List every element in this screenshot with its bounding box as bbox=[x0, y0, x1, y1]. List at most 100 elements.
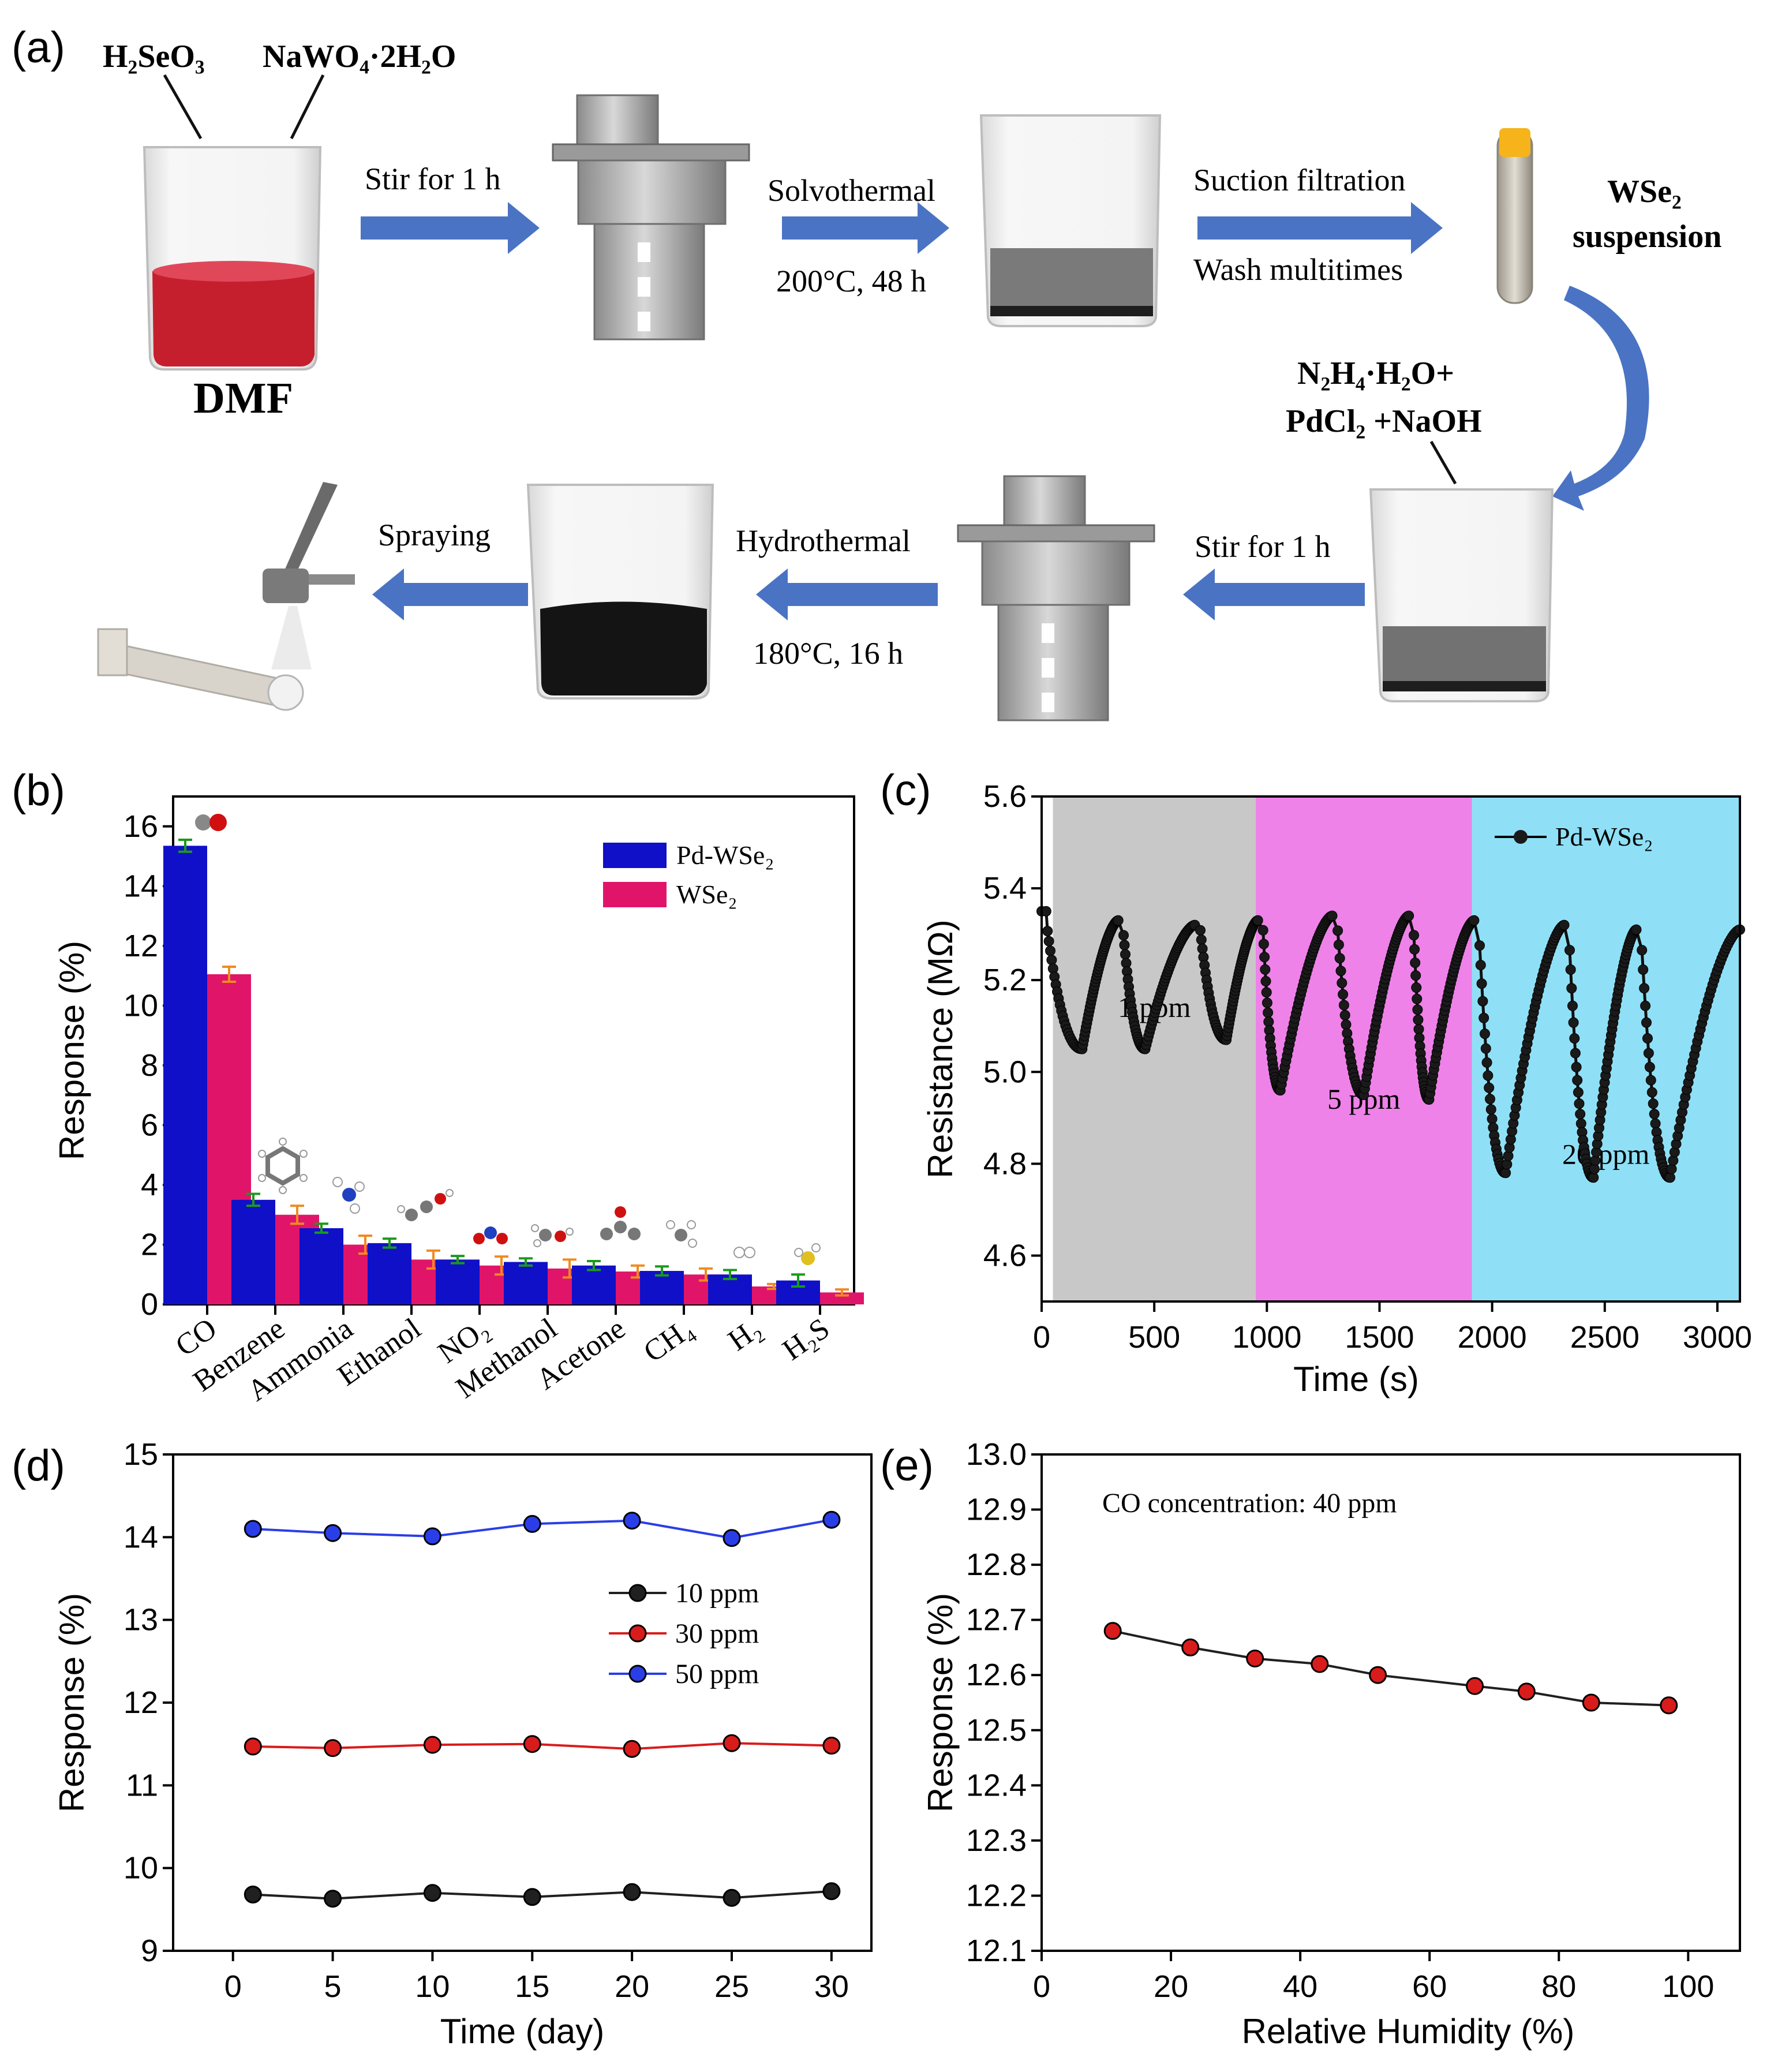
resistance-point bbox=[1565, 964, 1576, 975]
y-tick-label-b: 2 bbox=[141, 1227, 158, 1262]
x-tick-label-e: 100 bbox=[1662, 1969, 1714, 2004]
y-tick-label-e: 12.9 bbox=[966, 1493, 1027, 1527]
step-spraying: Spraying bbox=[378, 518, 491, 552]
legend-label-wse2: WSe₂ bbox=[676, 880, 737, 909]
resistance-point bbox=[1252, 915, 1263, 926]
axis-ticks-c: 4.6 4.8 5.0 5.2 5.4 5.6 0 500 1000 1500 2000 2500 30… bbox=[983, 779, 1752, 1355]
step-hydrothermal: Hydrothermal bbox=[736, 523, 911, 558]
panel-label-a: (a) bbox=[12, 23, 65, 72]
series-point-d bbox=[723, 1888, 741, 1907]
h2s-molecule-icon bbox=[794, 1243, 821, 1265]
resistance-point bbox=[1119, 940, 1130, 951]
x-tick-label-c: 3000 bbox=[1683, 1320, 1752, 1355]
y-tick-label-e: 12.5 bbox=[966, 1713, 1027, 1748]
series-point-e bbox=[1517, 1682, 1536, 1701]
x-tick-label-c: 1000 bbox=[1232, 1320, 1301, 1355]
label-dmf: DMF bbox=[193, 374, 293, 422]
resistance-point bbox=[1469, 915, 1480, 926]
series-point-e bbox=[1181, 1638, 1200, 1656]
resistance-point bbox=[1341, 1019, 1352, 1030]
reagent-pdcl2: PdCl₂ +NaOH bbox=[1286, 403, 1482, 439]
molecule-icons bbox=[195, 814, 821, 1265]
resistance-point bbox=[1568, 1017, 1579, 1028]
resistance-point bbox=[1476, 978, 1487, 989]
resistance-point bbox=[1487, 1113, 1498, 1124]
resistance-point bbox=[1412, 1004, 1423, 1015]
x-tick-label-d: 20 bbox=[615, 1969, 649, 2004]
x-axis-label-c: Time (s) bbox=[1293, 1360, 1419, 1398]
x-tick-label-d: 0 bbox=[224, 1969, 242, 2004]
x-tick-label-d: 30 bbox=[814, 1969, 849, 2004]
panel-label-d: (d) bbox=[12, 1441, 65, 1490]
resistance-point bbox=[1045, 945, 1055, 956]
legend-marker-d bbox=[628, 1584, 647, 1602]
bar-pd-wse2 bbox=[368, 1243, 411, 1304]
resistance-point bbox=[1477, 996, 1488, 1007]
series-point-d bbox=[324, 1524, 342, 1542]
x-tick-label-c: 1500 bbox=[1345, 1320, 1414, 1355]
y-axis-label-d: Response (%) bbox=[53, 1593, 91, 1812]
bar-pd-wse2 bbox=[504, 1262, 548, 1304]
series-point-d bbox=[423, 1527, 441, 1546]
reagent-nawo4: NaWO₄·2H₂O bbox=[263, 39, 456, 74]
legend-label-d: 50 ppm bbox=[675, 1659, 759, 1689]
legend-marker-d bbox=[628, 1665, 647, 1683]
step-wash: Wash multitimes bbox=[1193, 252, 1403, 287]
resistance-point bbox=[1644, 1061, 1655, 1072]
resistance-point bbox=[1339, 1009, 1350, 1020]
step-hydrothermal-cond: 180°C, 16 h bbox=[753, 636, 903, 671]
resistance-point bbox=[1649, 1109, 1660, 1120]
resistance-point bbox=[1480, 1028, 1490, 1039]
resistance-point bbox=[1260, 976, 1271, 987]
y-tick-label-e: 12.1 bbox=[966, 1933, 1027, 1968]
resistance-point bbox=[1337, 978, 1347, 989]
y-tick-label-b: 6 bbox=[141, 1108, 158, 1142]
region-label: 20 ppm bbox=[1562, 1138, 1650, 1170]
legend-label-c: Pd-WSe₂ bbox=[1555, 822, 1653, 851]
resistance-point bbox=[1261, 987, 1272, 998]
y-tick-label-e: 12.6 bbox=[966, 1658, 1027, 1692]
bar-pd-wse2 bbox=[231, 1199, 275, 1304]
x-axis-label-d: Time (day) bbox=[440, 2012, 604, 2051]
no2-molecule-icon bbox=[473, 1226, 508, 1244]
resistance-point bbox=[1335, 966, 1346, 977]
series-point-e bbox=[1246, 1650, 1264, 1668]
resistance-point bbox=[1571, 1061, 1582, 1072]
resistance-point bbox=[1666, 1164, 1677, 1175]
x-tick-label-c: 2500 bbox=[1570, 1320, 1639, 1355]
y-tick-label-b: 8 bbox=[141, 1048, 158, 1083]
step-solvothermal-cond: 200°C, 48 h bbox=[776, 264, 926, 298]
resistance-point bbox=[1645, 1075, 1656, 1086]
resistance-point bbox=[1483, 1070, 1493, 1081]
sensor-chip bbox=[97, 628, 304, 711]
resistance-point bbox=[1575, 1118, 1586, 1129]
resistance-point bbox=[1042, 926, 1053, 937]
legend-swatch-wse2 bbox=[603, 882, 667, 907]
panel-label-e: (e) bbox=[880, 1441, 934, 1490]
legend-marker-c bbox=[1514, 830, 1528, 844]
resistance-point bbox=[1559, 919, 1570, 930]
ethanol-molecule-icon bbox=[397, 1189, 454, 1221]
tube-wse2 bbox=[1496, 128, 1533, 304]
resistance-point bbox=[1195, 925, 1206, 936]
co-molecule-icon bbox=[195, 814, 227, 831]
resistance-point bbox=[1338, 1000, 1349, 1011]
resistance-point bbox=[1631, 924, 1642, 935]
resistance-point bbox=[1412, 993, 1423, 1004]
x-tick-label-c: 500 bbox=[1128, 1320, 1180, 1355]
autoclave-1 bbox=[552, 94, 750, 341]
x-tick-label-d: 5 bbox=[324, 1969, 342, 2004]
series-point-e bbox=[1466, 1677, 1484, 1695]
series-point-d bbox=[423, 1736, 441, 1754]
series-point-d bbox=[324, 1890, 342, 1908]
y-tick-label-d: 14 bbox=[123, 1520, 158, 1554]
legend-label-pd-wse2: Pd-WSe₂ bbox=[676, 840, 774, 870]
legend-label-d: 30 ppm bbox=[675, 1618, 759, 1649]
y-tick-label-e: 12.4 bbox=[966, 1768, 1027, 1802]
step-solvothermal: Solvothermal bbox=[768, 173, 935, 208]
x-tick-label-c: 0 bbox=[1033, 1320, 1050, 1355]
legend-d: 10 ppm 30 ppm 50 ppm bbox=[609, 1578, 759, 1689]
series-e bbox=[1103, 1622, 1678, 1715]
y-tick-label-c: 4.6 bbox=[983, 1238, 1027, 1273]
x-tick-label-e: 80 bbox=[1541, 1969, 1576, 2004]
